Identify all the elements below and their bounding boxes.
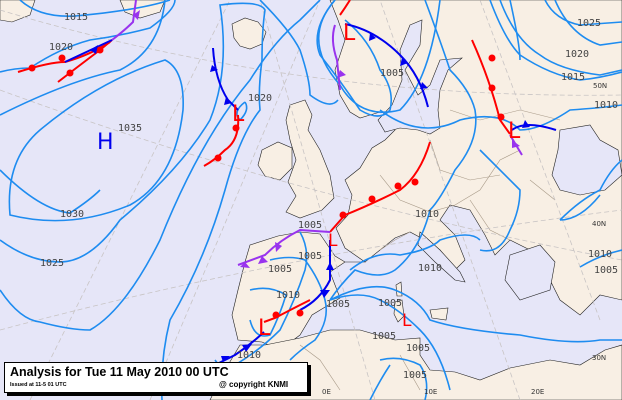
warm-front-symbols xyxy=(28,46,505,319)
longitude-label: 10E xyxy=(424,388,437,396)
occluded-front xyxy=(111,0,137,41)
aegean-sea xyxy=(504,244,556,301)
warm-front xyxy=(329,141,431,233)
longitude-label: 20E xyxy=(531,388,544,396)
isobar-label: 1005 xyxy=(372,331,396,342)
isobar-label: 1020 xyxy=(49,42,73,53)
seas xyxy=(377,19,622,301)
isobar-label: 1020 xyxy=(565,49,589,60)
cold-front xyxy=(64,39,113,63)
low-pressure-center: L xyxy=(343,21,356,46)
fronts xyxy=(17,0,557,366)
cold-front xyxy=(511,124,557,131)
borders xyxy=(299,109,561,391)
copyright: @ copyright KNMI xyxy=(219,380,289,389)
coordinate-labels: 50N 40N 30N 0E 10E 20E xyxy=(322,82,607,396)
pressure-centers: H L L L L L L xyxy=(97,21,521,341)
isobar-label: 1005 xyxy=(298,251,322,262)
high-pressure-center: H xyxy=(97,130,114,155)
latitude-label: 30N xyxy=(592,354,606,362)
isobar-label: 1005 xyxy=(378,298,402,309)
isobar-label: 1005 xyxy=(326,299,350,310)
analysis-title: Analysis for Tue 11 May 2010 00 UTC xyxy=(10,365,229,379)
isobar-label: 1005 xyxy=(594,265,618,276)
latitude-label: 40N xyxy=(592,220,606,228)
occluded-front xyxy=(237,228,331,266)
isobar-label: 1005 xyxy=(380,68,404,79)
low-pressure-center: L xyxy=(328,231,338,251)
issued-time: Issued at 11-5 01 UTC xyxy=(10,382,67,388)
low-pressure-center: L xyxy=(258,316,271,341)
isobar-label: 1005 xyxy=(268,264,292,275)
low-pressure-center: L xyxy=(402,311,412,331)
isobar-label: 1010 xyxy=(588,249,612,260)
isobar-label: 1010 xyxy=(594,100,618,111)
isobar-label: 1015 xyxy=(64,12,88,23)
isobar-label: 1010 xyxy=(276,290,300,301)
isobar-label: 1005 xyxy=(298,220,322,231)
isobar-label: 1030 xyxy=(60,209,84,220)
latitude-label: 50N xyxy=(593,82,607,90)
isobar-label: 1015 xyxy=(561,72,585,83)
isobar-label: 1010 xyxy=(418,263,442,274)
longitude-label: 0E xyxy=(322,388,331,396)
isobar-label: 1025 xyxy=(577,18,601,29)
ireland xyxy=(257,141,293,181)
baltic-sea xyxy=(377,19,463,135)
low-pressure-center: L xyxy=(508,119,521,144)
isobar-label: 1010 xyxy=(415,209,439,220)
isobar-label: 1010 xyxy=(237,350,261,361)
low-pressure-center: L xyxy=(232,102,245,127)
isobar-label: 1005 xyxy=(403,370,427,381)
isobar-label: 1005 xyxy=(406,343,430,354)
warm-front xyxy=(339,0,351,16)
isobar-labels: 1015 1020 1035 1030 1025 1020 1005 1025 … xyxy=(40,12,618,381)
cold-front xyxy=(299,240,331,311)
black-sea xyxy=(551,124,622,196)
map-legend: Analysis for Tue 11 May 2010 00 UTC Issu… xyxy=(4,362,308,393)
isobar-label: 1035 xyxy=(118,123,142,134)
africa xyxy=(209,329,622,400)
adriatic-sea xyxy=(417,231,466,283)
sicily xyxy=(429,307,449,321)
great-britain xyxy=(285,99,335,219)
isobar-label: 1020 xyxy=(248,93,272,104)
isobar-label: 1025 xyxy=(40,258,64,269)
occluded-front xyxy=(331,24,341,91)
